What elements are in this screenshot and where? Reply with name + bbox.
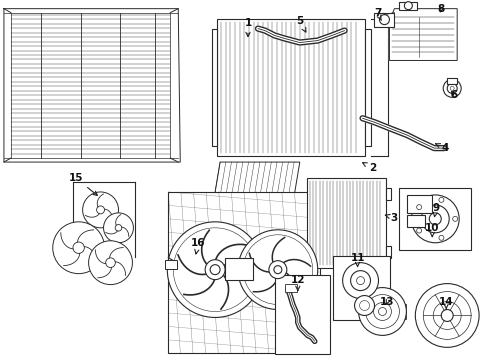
Polygon shape [115, 262, 125, 275]
Circle shape [416, 228, 421, 233]
Bar [359, 303, 406, 319]
Text: 6: 6 [451, 90, 458, 100]
Circle shape [210, 265, 220, 275]
Circle shape [439, 235, 444, 240]
Circle shape [439, 197, 444, 202]
Circle shape [366, 294, 399, 328]
Circle shape [53, 222, 104, 274]
Circle shape [357, 276, 365, 285]
Circle shape [106, 258, 115, 267]
Circle shape [274, 266, 282, 274]
Circle shape [73, 242, 84, 253]
Polygon shape [64, 253, 80, 266]
Circle shape [453, 216, 458, 221]
Circle shape [103, 213, 133, 243]
Polygon shape [77, 230, 94, 242]
Polygon shape [97, 194, 103, 207]
Bar [374, 13, 394, 27]
Polygon shape [122, 227, 129, 237]
Bar [225, 258, 253, 280]
Text: 12: 12 [291, 275, 305, 291]
Circle shape [167, 222, 263, 318]
Circle shape [433, 302, 461, 329]
Bar [165, 260, 177, 269]
Circle shape [359, 288, 406, 336]
Bar [333, 256, 391, 320]
Circle shape [355, 296, 374, 315]
Text: 11: 11 [350, 253, 365, 266]
Circle shape [416, 284, 479, 347]
Polygon shape [106, 231, 118, 234]
Text: 16: 16 [191, 238, 205, 254]
Circle shape [429, 213, 441, 225]
Bar [399, 2, 417, 10]
Circle shape [83, 192, 119, 228]
Circle shape [412, 195, 459, 243]
Circle shape [421, 205, 449, 233]
Circle shape [378, 307, 387, 315]
Circle shape [115, 225, 122, 231]
Text: 14: 14 [439, 297, 454, 309]
Circle shape [450, 86, 454, 90]
Circle shape [269, 261, 287, 279]
Text: 1: 1 [245, 18, 251, 36]
Bar [217, 19, 365, 156]
Polygon shape [96, 250, 106, 264]
Circle shape [447, 84, 457, 93]
Circle shape [173, 228, 257, 311]
Circle shape [416, 204, 421, 210]
Bar [407, 215, 425, 227]
Bar [285, 284, 297, 292]
Circle shape [89, 241, 132, 285]
Polygon shape [104, 209, 113, 220]
Text: 13: 13 [380, 297, 395, 306]
Polygon shape [4, 9, 180, 162]
Circle shape [379, 15, 390, 24]
Polygon shape [85, 213, 99, 217]
Bar [407, 195, 432, 213]
Circle shape [97, 206, 104, 214]
Circle shape [238, 230, 318, 310]
Circle shape [350, 271, 370, 291]
Circle shape [205, 260, 225, 280]
Bar [212, 28, 217, 146]
Circle shape [243, 235, 313, 305]
Bar [387, 246, 392, 258]
Circle shape [423, 292, 471, 339]
Polygon shape [116, 215, 121, 225]
Text: 5: 5 [296, 15, 306, 32]
Polygon shape [390, 9, 457, 60]
Circle shape [443, 80, 461, 97]
Polygon shape [212, 162, 300, 210]
Circle shape [441, 310, 453, 321]
Text: 2: 2 [363, 163, 376, 173]
Bar [275, 275, 330, 354]
Bar [365, 28, 370, 146]
Bar [307, 178, 387, 268]
Circle shape [343, 263, 378, 298]
Bar [387, 188, 392, 200]
Bar [447, 78, 457, 84]
Text: 4: 4 [436, 143, 449, 153]
Text: 3: 3 [385, 213, 398, 223]
Polygon shape [110, 248, 123, 258]
Text: 15: 15 [69, 173, 98, 195]
Text: 8: 8 [438, 4, 445, 14]
Circle shape [373, 302, 392, 320]
Circle shape [404, 2, 413, 10]
Bar [168, 192, 319, 353]
Text: 9: 9 [433, 203, 440, 217]
Text: 10: 10 [425, 223, 440, 237]
Polygon shape [84, 247, 97, 263]
Circle shape [360, 301, 369, 310]
Bar [399, 188, 471, 250]
Polygon shape [61, 233, 73, 249]
Polygon shape [98, 267, 112, 278]
Text: 7: 7 [374, 8, 381, 21]
